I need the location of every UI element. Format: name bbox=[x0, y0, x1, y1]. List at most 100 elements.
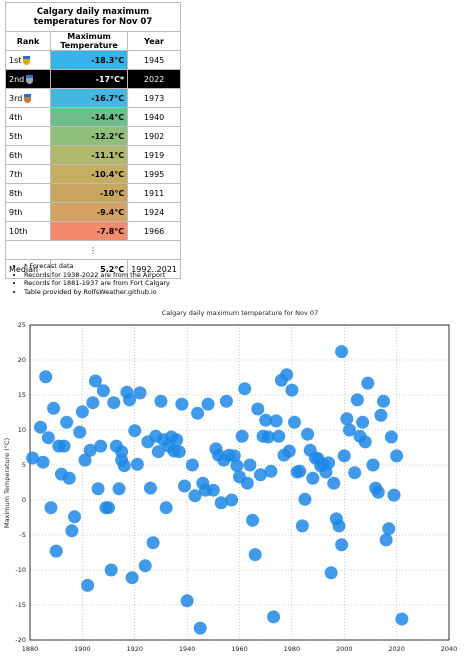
year-cell: 1919 bbox=[127, 145, 181, 165]
point bbox=[219, 394, 233, 408]
point bbox=[130, 457, 144, 471]
temperature-cell: -9.4°C bbox=[49, 202, 129, 222]
x-tick-label: 2000 bbox=[336, 645, 353, 653]
point bbox=[337, 449, 351, 463]
point bbox=[350, 393, 364, 407]
y-axis-label: Maximum Temperature (°C) bbox=[3, 438, 11, 528]
temperature-cell: -16.7°C bbox=[49, 88, 129, 108]
point bbox=[384, 430, 398, 444]
point bbox=[143, 481, 157, 495]
ellipsis-row: ⋮ bbox=[5, 240, 181, 260]
year-cell: 1911 bbox=[127, 183, 181, 203]
year-cell: 1940 bbox=[127, 107, 181, 127]
year-cell: 2022 bbox=[127, 69, 181, 89]
point bbox=[91, 482, 105, 496]
y-tick-label: 10 bbox=[18, 426, 26, 434]
point bbox=[125, 571, 139, 585]
column-header: Year bbox=[127, 31, 181, 51]
notes: * Forecast dataRecords for 1938-2022 are… bbox=[14, 262, 170, 296]
point bbox=[282, 444, 296, 458]
plot-frame bbox=[29, 324, 450, 641]
point bbox=[264, 464, 278, 478]
y-tick-label: -20 bbox=[15, 636, 26, 644]
point bbox=[57, 439, 71, 453]
point bbox=[96, 384, 110, 398]
y-tick-label: 20 bbox=[18, 356, 26, 364]
point bbox=[94, 439, 108, 453]
point bbox=[214, 496, 228, 510]
point bbox=[248, 548, 262, 562]
table-row: 9th -9.4°C 1924 bbox=[5, 202, 181, 222]
temperature-cell: -12.2°C bbox=[49, 126, 129, 146]
x-tick-label: 2040 bbox=[441, 645, 458, 653]
chart-title: Calgary daily maximum temperature for No… bbox=[162, 309, 318, 317]
rank-cell: 10th bbox=[5, 221, 51, 241]
point bbox=[185, 458, 199, 472]
table-row: 7th -10.4°C 1995 bbox=[5, 164, 181, 184]
rank: 7th bbox=[9, 169, 23, 179]
point bbox=[322, 456, 336, 470]
point bbox=[269, 414, 283, 428]
median-temperature: 5.2°C bbox=[49, 259, 129, 279]
point bbox=[193, 621, 207, 635]
point bbox=[107, 396, 121, 410]
point bbox=[285, 383, 299, 397]
point bbox=[73, 425, 87, 439]
rank-cell: 3rd bbox=[5, 88, 51, 108]
point bbox=[112, 482, 126, 496]
point bbox=[361, 376, 375, 390]
point bbox=[88, 374, 102, 388]
x-tick-label: 1880 bbox=[22, 645, 39, 653]
point bbox=[240, 476, 254, 490]
point bbox=[246, 513, 260, 527]
temperature-cell: -17°C* bbox=[49, 69, 129, 89]
median-years: 1992..2021 bbox=[127, 259, 181, 279]
table-title: Calgary daily maximum temperatures for N… bbox=[5, 2, 181, 32]
y-tick-label: -10 bbox=[15, 566, 26, 574]
y-tick-label: 5 bbox=[22, 461, 26, 469]
rank: 5th bbox=[9, 131, 23, 141]
point bbox=[146, 536, 160, 550]
point bbox=[340, 412, 354, 426]
point bbox=[390, 449, 404, 463]
point bbox=[41, 431, 55, 445]
point bbox=[374, 408, 388, 422]
point bbox=[225, 493, 239, 507]
y-tick-label: 15 bbox=[18, 391, 26, 399]
point bbox=[49, 544, 63, 558]
rank-cell: 6th bbox=[5, 145, 51, 165]
point bbox=[342, 423, 356, 437]
table-row: 2nd -17°C* 2022 bbox=[5, 69, 181, 89]
table-row: 6th -11.1°C 1919 bbox=[5, 145, 181, 165]
point bbox=[60, 415, 74, 429]
point bbox=[26, 451, 40, 465]
point bbox=[191, 406, 205, 420]
point bbox=[180, 594, 194, 608]
x-tick-label: 2020 bbox=[388, 645, 405, 653]
x-tick-label: 1960 bbox=[231, 645, 248, 653]
medal-icon bbox=[26, 74, 34, 84]
rank-cell: 1st bbox=[5, 50, 51, 70]
x-tick-label: 1940 bbox=[179, 645, 196, 653]
rank: 4th bbox=[9, 112, 23, 122]
ellipsis: ⋮ bbox=[5, 240, 181, 260]
x-tick-label: 1980 bbox=[284, 645, 301, 653]
temperature-cell: -18.3°C bbox=[49, 50, 129, 70]
year-cell: 1973 bbox=[127, 88, 181, 108]
point bbox=[151, 445, 165, 459]
point bbox=[178, 479, 192, 493]
column-header: Rank bbox=[5, 31, 51, 51]
point bbox=[62, 471, 76, 485]
point bbox=[86, 396, 100, 410]
rank-cell: 8th bbox=[5, 183, 51, 203]
point bbox=[78, 453, 92, 467]
temperature-cell: -10°C bbox=[49, 183, 129, 203]
rank: 1st bbox=[9, 55, 22, 65]
year-cell: 1995 bbox=[127, 164, 181, 184]
note: Records for 1938-2022 are from the Airpo… bbox=[24, 271, 170, 280]
point bbox=[117, 459, 131, 473]
point bbox=[133, 386, 147, 400]
point bbox=[356, 415, 370, 429]
temperature-cell: -10.4°C bbox=[49, 164, 129, 184]
point bbox=[259, 413, 273, 427]
